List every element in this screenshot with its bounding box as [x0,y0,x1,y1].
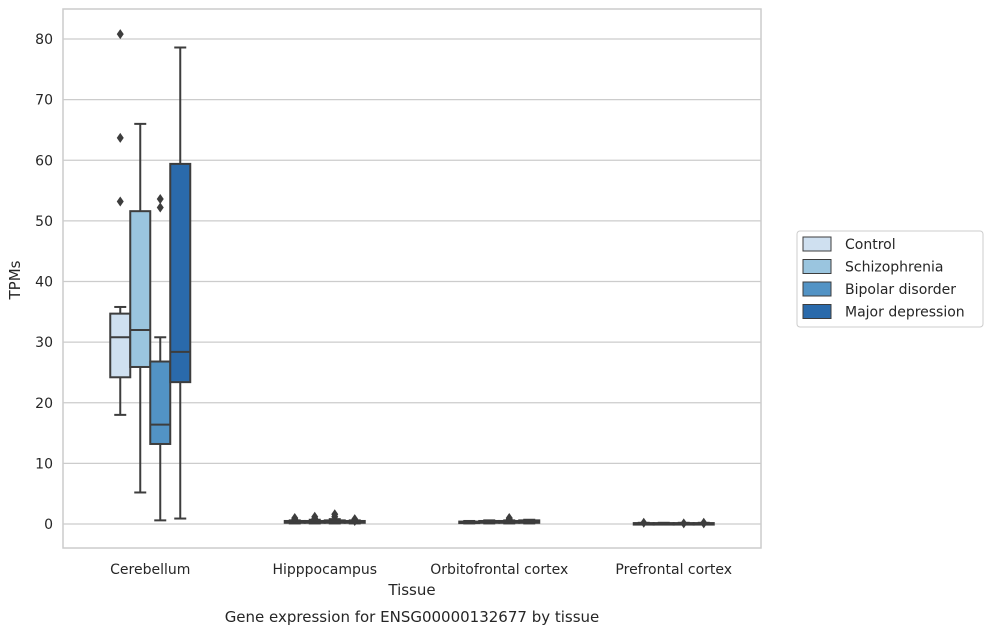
outlier-point [505,512,513,523]
legend-label: Major depression [845,305,965,321]
y-tick-label: 70 [35,93,53,109]
box-plots [109,29,715,529]
box-0-0 [109,29,132,416]
x-tick-label: Orbitofrontal cortex [430,562,568,578]
y-tick-label: 0 [44,517,53,533]
outlier-point [351,514,359,525]
x-axis-label: Tissue [387,581,435,599]
box [149,360,172,445]
legend-label: Schizophrenia [845,260,943,276]
outlier-point [311,511,319,522]
outlier-point [680,518,688,529]
outlier-point [116,196,124,207]
box [129,210,152,368]
y-tick-label: 10 [35,456,53,472]
y-tick-label: 60 [35,153,53,169]
box [169,162,192,384]
x-tick-labels: Cerebellum Hipppocampus Orbitofrontal cort… [110,562,732,578]
box-2-2 [498,512,521,525]
box-0-1 [129,122,152,494]
box-3-0 [632,517,655,528]
outlier-point [291,512,299,523]
box-0-2 [149,194,172,522]
box-2-1 [478,519,501,525]
y-tick-label: 80 [35,32,53,48]
legend-swatch [802,236,832,252]
box-1-0 [283,512,306,525]
box-3-1 [652,521,675,526]
y-tick-label: 20 [35,396,53,412]
legend-swatch [802,281,832,297]
box [109,312,132,379]
x-tick-label: Prefrontal cortex [615,562,732,578]
outlier-point [116,132,124,143]
outlier-point [156,194,164,205]
outlier-point [640,517,648,528]
outlier-point [700,517,708,528]
box-1-2 [323,509,346,525]
outlier-point [156,202,164,213]
chart-title: Gene expression for ENSG00000132677 by t… [225,608,600,626]
box-1-3 [343,514,366,526]
legend-swatch [802,304,832,319]
legend: Control Schizophrenia Bipolar disorder Majo… [796,230,984,328]
gridlines [63,38,761,525]
box-0-3 [169,46,192,520]
y-tick-labels: 0 10 20 30 40 50 60 70 80 [35,32,53,533]
outlier-point [116,29,124,40]
y-tick-label: 30 [35,335,53,351]
legend-label: Bipolar disorder [845,282,956,298]
box-3-2 [672,518,695,529]
box-1-1 [303,511,326,525]
x-tick-label: Cerebellum [110,562,190,578]
y-tick-label: 40 [35,275,53,291]
box-2-0 [458,519,481,525]
plot-frame [62,8,762,549]
y-axis-label: TPMs [6,260,24,300]
outlier-point [331,509,339,520]
box-2-3 [518,518,541,525]
box-3-3 [692,517,715,529]
x-tick-label: Hipppocampus [272,562,377,578]
legend-frame [796,230,984,328]
legend-swatch [802,259,832,274]
y-tick-label: 50 [35,214,53,230]
legend-label: Control [845,237,896,253]
